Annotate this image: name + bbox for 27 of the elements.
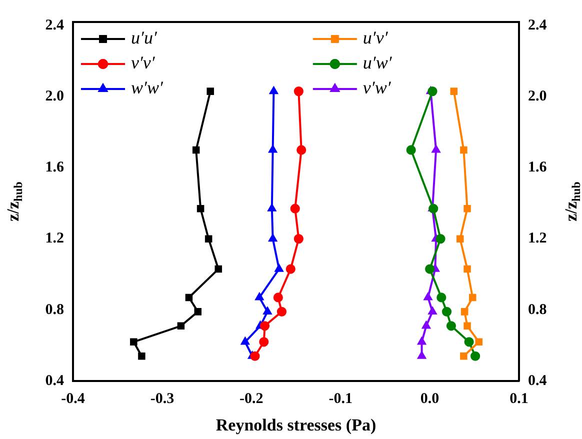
x-tick-label: -0.1 [328,390,352,407]
x-tick-label: -0.3 [150,390,174,407]
legend-label: u′w′ [362,52,393,73]
y-tick-label: 0.8 [45,302,64,318]
y2-tick-label: 1.6 [528,160,548,176]
y-tick-label: 2.0 [45,88,64,105]
x-axis-title: Reynolds stresses (Pa) [216,415,376,434]
x-tick-label: 0.0 [420,390,440,407]
y2-tick-label: 0.4 [528,372,548,389]
y2-tick-label: 0.8 [528,302,547,318]
y-tick-label: 1.6 [45,160,64,176]
legend-label: v′w′ [362,78,392,98]
y-tick-label: 2.4 [45,17,64,34]
legend-label: w′w′ [131,78,164,98]
y-axis-title: z/zhub [3,181,26,222]
y2-axis-title: z/zhub [561,181,582,222]
x-tick-label: -0.4 [61,390,86,407]
legend-label: v′v′ [131,52,156,73]
legend-label: u′v′ [362,28,389,48]
y-tick-label: 0.4 [45,372,64,389]
x-tick-label: -0.2 [240,390,264,407]
y2-tick-label: 2.0 [528,88,547,105]
legend-label: u′u′ [131,28,158,48]
y2-tick-label: 2.4 [528,17,548,34]
x-tick-label: 0.1 [510,390,528,407]
y2-tick-label: 1.2 [528,230,547,247]
y-tick-label: 1.2 [45,230,64,247]
